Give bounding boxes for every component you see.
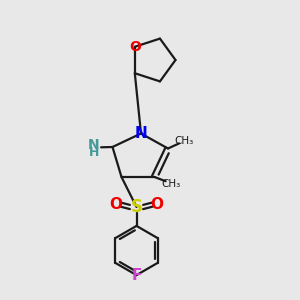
Text: N: N (135, 126, 147, 141)
Text: O: O (150, 197, 164, 212)
Text: N: N (88, 138, 100, 152)
Text: CH₃: CH₃ (175, 136, 194, 146)
Text: F: F (131, 268, 142, 283)
Text: O: O (129, 40, 141, 54)
Text: CH₃: CH₃ (161, 178, 181, 189)
Text: O: O (110, 197, 123, 212)
Text: S: S (130, 198, 142, 216)
Text: H: H (89, 146, 99, 159)
